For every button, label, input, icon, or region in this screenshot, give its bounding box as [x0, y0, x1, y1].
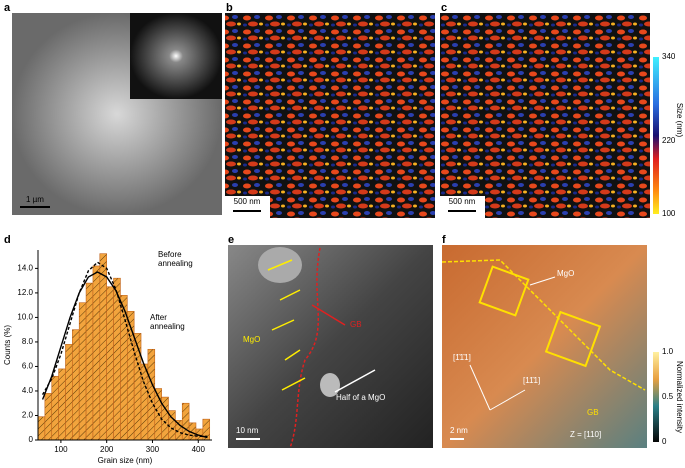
fit-curve: [41, 261, 208, 438]
colorbar-tick: 1.0: [662, 347, 674, 356]
y-axis-title: Counts (%): [3, 325, 12, 365]
scale-bar: [450, 438, 464, 440]
x-tick-label: 100: [54, 445, 68, 454]
panel-label: e: [228, 234, 234, 246]
colorbar-tick: 340: [662, 52, 676, 61]
annotation: Before annealing: [158, 250, 193, 268]
arrows: [469, 276, 556, 411]
mgo-box: [478, 265, 530, 317]
annotation: Z = [110]: [570, 430, 601, 439]
gb-line: [441, 259, 646, 391]
bar: [58, 368, 66, 441]
panel-label: b: [226, 2, 233, 14]
y-tick-label: 2.0: [22, 411, 34, 420]
bar: [106, 286, 114, 441]
panel-label: d: [4, 234, 11, 246]
annotation: Half of a MgO: [336, 393, 385, 402]
scale-bar: [236, 438, 260, 440]
arrow: [311, 304, 346, 326]
bar: [133, 333, 142, 441]
fit-curve: [41, 271, 208, 439]
panel-label: c: [441, 2, 447, 14]
annotation: GB: [350, 320, 362, 329]
bar: [51, 375, 59, 441]
y-tick-label: 0: [29, 435, 34, 444]
x-tick-label: 400: [192, 445, 206, 454]
bar: [78, 302, 87, 441]
panel-label: a: [4, 2, 11, 14]
annotation: MgO: [557, 269, 574, 278]
y-tick-label: 14.0: [17, 263, 33, 272]
grain-map: [440, 13, 650, 218]
bar: [37, 416, 46, 441]
bar: [72, 329, 80, 441]
bar: [99, 253, 107, 441]
scale-box: [225, 196, 270, 218]
y-tick-label: 8.0: [22, 337, 34, 346]
arrows: [267, 259, 306, 391]
y-tick-label: 6.0: [22, 362, 34, 371]
bar: [140, 363, 149, 441]
colorbar-title: Normalized intensity: [675, 361, 684, 433]
colorbar: [653, 352, 659, 442]
x-axis-title: Grain size (nm): [98, 456, 153, 465]
colorbar-tick: 100: [662, 209, 676, 218]
y-tick-label: 4.0: [22, 386, 34, 395]
gb-line: [289, 247, 321, 449]
colorbar-tick: 0: [662, 437, 667, 446]
haadf-image: [228, 245, 433, 448]
x-tick-label: 200: [100, 445, 114, 454]
annotation: MgO: [243, 335, 260, 344]
bar: [147, 348, 156, 441]
panel-label: f: [442, 234, 446, 246]
bar: [65, 344, 73, 441]
scale-box: [440, 196, 485, 218]
y-tick-label: 10.0: [17, 313, 33, 322]
bar: [92, 265, 101, 441]
y-tick-label: 12.0: [17, 288, 33, 297]
scale-bar: [233, 210, 261, 212]
colorbar: [653, 57, 659, 214]
scale-bar: [448, 210, 476, 212]
arrow: [334, 369, 376, 393]
grain-map: [225, 13, 435, 218]
bar: [85, 282, 94, 441]
scale-bar: [20, 206, 50, 208]
annotation: [11̄1]: [523, 376, 540, 385]
colorbar-title: Size (nm): [675, 103, 684, 138]
colorbar-tick: 0.5: [662, 392, 674, 401]
scale-label: 1 µm: [26, 195, 44, 204]
scale-label: 10 nm: [236, 426, 259, 435]
annotation: GB: [587, 408, 599, 417]
grain: [320, 373, 340, 397]
scale-label: 500 nm: [449, 197, 476, 206]
colorbar-tick: 220: [662, 136, 676, 145]
scale-label: 2 nm: [450, 426, 468, 435]
diffraction-inset: [130, 13, 222, 99]
annotation: After annealing: [150, 313, 185, 331]
annotation: [1̄1̄1]: [453, 353, 471, 362]
x-tick-label: 300: [146, 445, 160, 454]
bar: [44, 393, 53, 441]
histogram-chart: 0 2.0 4.0 6.0 8.0 10.0 12.0 14.0 100 200 300 400 Gra…: [3, 250, 212, 465]
mgo-box: [544, 310, 602, 368]
scale-label: 500 nm: [234, 197, 261, 206]
hrtem-image: [442, 245, 647, 448]
